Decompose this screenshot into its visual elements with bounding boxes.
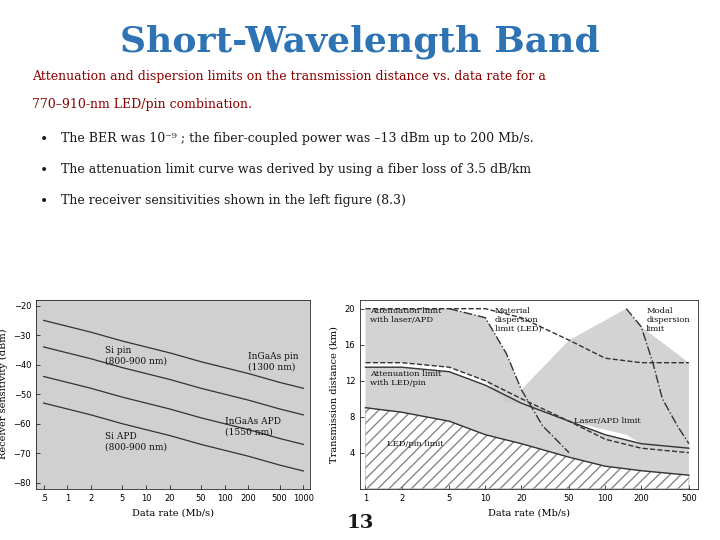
Text: Attenuation limit
with laser/APD: Attenuation limit with laser/APD xyxy=(371,307,442,324)
Text: Laser/APD limit: Laser/APD limit xyxy=(574,417,641,424)
Text: Short-Wavelength Band: Short-Wavelength Band xyxy=(120,24,600,59)
Text: LED/pin limit: LED/pin limit xyxy=(387,440,444,448)
Text: InGaAs APD
(1550 nm): InGaAs APD (1550 nm) xyxy=(225,417,281,436)
Text: 770–910-nm LED/pin combination.: 770–910-nm LED/pin combination. xyxy=(32,98,252,111)
Text: Modal
dispersion
limit: Modal dispersion limit xyxy=(646,307,690,333)
Text: Attenuation and dispersion limits on the transmission distance vs. data rate for: Attenuation and dispersion limits on the… xyxy=(32,70,546,83)
Text: Si APD
(800-900 nm): Si APD (800-900 nm) xyxy=(105,432,167,451)
Text: Material
dispersion
limit (LED): Material dispersion limit (LED) xyxy=(495,307,541,333)
Text: The BER was 10⁻⁹ ; the fiber-coupled power was –13 dBm up to 200 Mb/s.: The BER was 10⁻⁹ ; the fiber-coupled pow… xyxy=(61,132,534,145)
Text: Attenuation limit
with LED/pin: Attenuation limit with LED/pin xyxy=(371,370,442,387)
Text: •: • xyxy=(40,194,48,208)
Y-axis label: Receiver sensitivity (dBm): Receiver sensitivity (dBm) xyxy=(0,329,8,460)
X-axis label: Data rate (Mb/s): Data rate (Mb/s) xyxy=(132,508,214,517)
Text: 13: 13 xyxy=(346,514,374,532)
X-axis label: Data rate (Mb/s): Data rate (Mb/s) xyxy=(488,508,570,517)
Text: The attenuation limit curve was derived by using a fiber loss of 3.5 dB/km: The attenuation limit curve was derived … xyxy=(61,163,531,176)
Text: Si pin
(800-900 nm): Si pin (800-900 nm) xyxy=(105,346,167,366)
Text: •: • xyxy=(40,163,48,177)
Text: The receiver sensitivities shown in the left figure (8.3): The receiver sensitivities shown in the … xyxy=(61,194,406,207)
Y-axis label: Transmission distance (km): Transmission distance (km) xyxy=(330,326,339,463)
Text: •: • xyxy=(40,132,48,146)
Text: InGaAs pin
(1300 nm): InGaAs pin (1300 nm) xyxy=(248,352,299,372)
